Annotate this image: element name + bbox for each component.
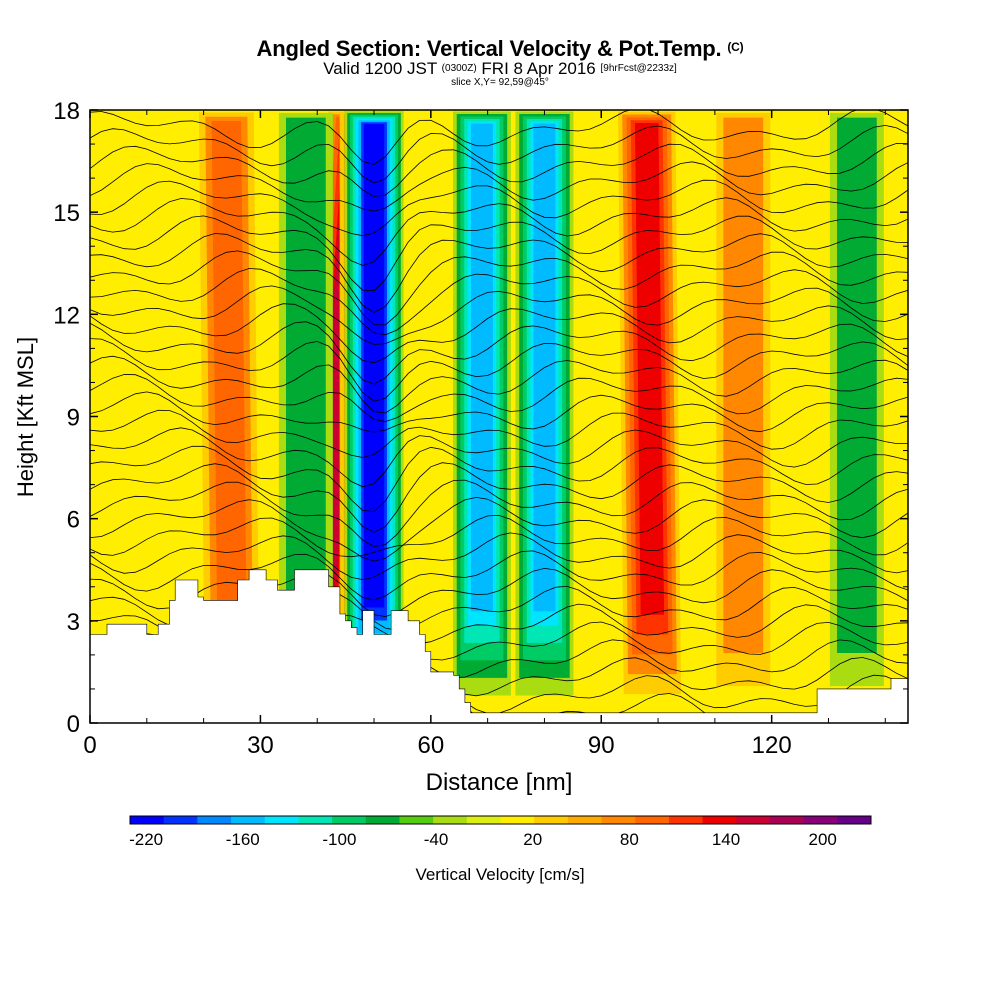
colorbar-tick-label-4: 20 xyxy=(523,830,542,849)
colorbar-swatch-15 xyxy=(635,816,670,824)
y-tick-label-0: 0 xyxy=(67,711,80,738)
colorbar-swatch-17 xyxy=(702,816,737,824)
y-tick-label-4: 12 xyxy=(53,302,80,329)
isentrope-16 xyxy=(90,409,908,458)
colorbar-swatch-21 xyxy=(837,816,872,824)
colorbar-swatch-5 xyxy=(298,816,333,824)
updraft-band-2-level-5 xyxy=(635,123,665,615)
isentrope-15 xyxy=(90,427,908,488)
isentrope-19 xyxy=(90,355,908,414)
x-tick-label-3: 90 xyxy=(588,732,615,759)
valid-time: Valid 1200 JST (0300Z) FRI 8 Apr 2016 [9… xyxy=(0,60,1000,77)
colorbar-swatch-8 xyxy=(399,816,434,824)
isentrope-22 xyxy=(90,303,908,364)
isentrope-9 xyxy=(90,532,908,581)
colorbar-swatch-4 xyxy=(264,816,299,824)
y-tick-label-5: 15 xyxy=(53,200,80,227)
slice-info: slice X,Y= 92,59@45° xyxy=(451,77,549,88)
isentrope-28 xyxy=(90,197,908,266)
colorbar-swatch-7 xyxy=(365,816,400,824)
colorbar-swatch-6 xyxy=(332,816,367,824)
isentrope-32 xyxy=(90,124,908,184)
colorbar-swatch-20 xyxy=(803,816,838,824)
isentrope-11 xyxy=(90,496,908,562)
isentrope-21 xyxy=(90,321,908,385)
colorbar-swatch-13 xyxy=(567,816,603,824)
colorbar-swatch-11 xyxy=(500,816,535,824)
chart-title-tag: (C) xyxy=(727,40,744,54)
terrain-mask xyxy=(90,569,908,723)
colorbar-tick-label-0: -220 xyxy=(129,830,163,849)
valid-main: Valid 1200 JST xyxy=(323,59,437,78)
y-tick-label-1: 3 xyxy=(67,609,80,636)
x-tick-label-4: 120 xyxy=(752,732,792,759)
isentrope-29 xyxy=(90,179,908,237)
colorbar-tick-label-1: -160 xyxy=(226,830,260,849)
chart-title-text: Angled Section: Vertical Velocity & Pot.… xyxy=(256,36,722,61)
isentrope-13 xyxy=(90,462,908,533)
isentrope-30 xyxy=(90,161,908,212)
isentrope-8 xyxy=(90,550,908,601)
isentrope-17 xyxy=(90,391,908,433)
y-axis-label: Height [Kft MSL] xyxy=(13,337,38,497)
downdraft-band-3-level-2 xyxy=(290,120,322,634)
velocity-bands xyxy=(198,111,884,699)
downdraft-band-4-level-2 xyxy=(841,120,873,634)
colorbar-tick-label-7: 200 xyxy=(808,830,836,849)
y-tick-label-2: 6 xyxy=(67,507,80,534)
valid-date: FRI 8 Apr 2016 xyxy=(481,59,596,78)
valid-utc: (0300Z) xyxy=(441,63,477,74)
isentrope-12 xyxy=(90,479,908,548)
isentrope-33 xyxy=(90,110,908,165)
x-tick-label-1: 30 xyxy=(247,732,274,759)
updraft-band-4-level-2 xyxy=(727,120,759,634)
isentrope-31 xyxy=(90,142,908,197)
x-tick-label-2: 60 xyxy=(417,732,444,759)
x-tick-label-0: 0 xyxy=(83,732,96,759)
isentrope-18 xyxy=(90,374,908,423)
isentrope-25 xyxy=(90,250,908,326)
colorbar-swatch-9 xyxy=(433,816,468,824)
isentrope-14 xyxy=(90,445,908,512)
isentrope-10 xyxy=(90,514,908,558)
downdraft-band-2-level-5 xyxy=(471,123,493,612)
y-tick-label-3: 9 xyxy=(67,405,80,432)
chart-title: Angled Section: Vertical Velocity & Pot.… xyxy=(0,36,1000,62)
colorbar-tick-label-3: -40 xyxy=(424,830,449,849)
colorbar-swatch-12 xyxy=(534,816,569,824)
isentrope-24 xyxy=(90,268,908,336)
colorbar-swatch-0 xyxy=(130,816,165,824)
colorbar-tick-label-6: 140 xyxy=(712,830,740,849)
x-axis-label: Distance [nm] xyxy=(426,769,573,796)
isentrope-20 xyxy=(90,338,908,402)
forecast-tag: [9hrFcst@2233z] xyxy=(600,63,677,74)
colorbar-swatch-1 xyxy=(163,816,198,824)
colorbar: -220 -160 -100 -40 20 80 140 200 xyxy=(129,815,872,849)
colorbar-swatch-10 xyxy=(466,816,501,824)
isentrope-7 xyxy=(90,567,908,618)
colorbar-tick-label-5: 80 xyxy=(620,830,639,849)
colorbar-tick-label-2: -100 xyxy=(322,830,356,849)
isentrope-26 xyxy=(90,233,908,313)
isentrope-23 xyxy=(90,285,908,345)
axes: 0 30 60 90 120 0 3 6 9 12 15 18 xyxy=(53,98,908,759)
colorbar-frame xyxy=(129,815,872,825)
colorbar-swatch-16 xyxy=(668,816,704,824)
y-tick-label-6: 18 xyxy=(53,98,80,125)
colorbar-swatch-2 xyxy=(197,816,232,824)
isentrope-27 xyxy=(90,215,908,292)
colorbar-swatch-14 xyxy=(601,816,636,824)
colorbar-swatch-19 xyxy=(769,816,805,824)
plot-area xyxy=(90,110,908,723)
colorbar-swatch-3 xyxy=(231,816,266,824)
colorbar-label: Vertical Velocity [cm/s] xyxy=(415,865,584,884)
colorbar-swatch-18 xyxy=(736,816,771,824)
